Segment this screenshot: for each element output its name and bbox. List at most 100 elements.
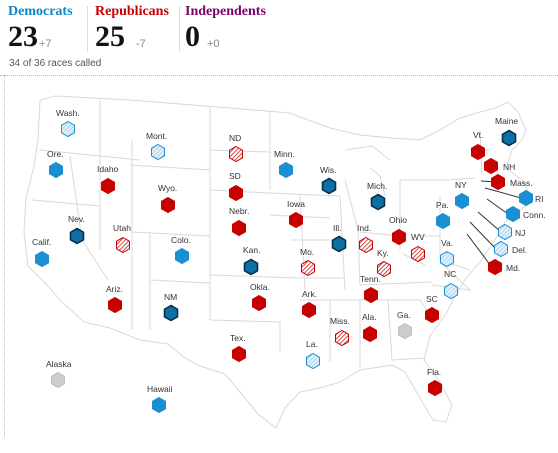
state-hawaii[interactable]: Hawaii xyxy=(147,384,173,414)
state-hex-marker[interactable] xyxy=(335,329,349,347)
state-ala[interactable]: Ala. xyxy=(362,312,377,343)
state-hex-marker[interactable] xyxy=(488,258,502,276)
state-tenn[interactable]: Tenn. xyxy=(360,274,381,304)
state-hex-marker[interactable] xyxy=(116,236,130,254)
state-hex-marker[interactable] xyxy=(494,240,508,258)
state-hex-marker[interactable] xyxy=(321,177,337,195)
state-hex-marker[interactable] xyxy=(175,247,189,265)
state-hex-marker[interactable] xyxy=(444,282,458,300)
state-ri[interactable]: RI xyxy=(519,189,544,207)
state-hex-marker[interactable] xyxy=(506,205,520,223)
state-ind[interactable]: Ind. xyxy=(357,223,373,254)
state-hex-marker[interactable] xyxy=(232,219,246,237)
state-hex-marker[interactable] xyxy=(377,260,391,278)
state-hex-marker[interactable] xyxy=(301,259,315,277)
state-ark[interactable]: Ark. xyxy=(302,289,317,319)
state-nev[interactable]: Nev. xyxy=(68,214,85,245)
state-ny[interactable]: NY xyxy=(455,180,469,210)
state-hex-marker[interactable] xyxy=(519,189,533,207)
state-ill[interactable]: Ill. xyxy=(331,223,347,253)
state-wash[interactable]: Wash. xyxy=(56,108,80,138)
state-hex-marker[interactable] xyxy=(229,184,243,202)
state-ky[interactable]: Ky. xyxy=(377,248,391,278)
state-mo[interactable]: Mo. xyxy=(300,247,315,277)
state-hex-marker[interactable] xyxy=(428,379,442,397)
state-mont[interactable]: Mont. xyxy=(146,131,167,161)
state-hex-marker[interactable] xyxy=(252,294,266,312)
state-hex-marker[interactable] xyxy=(302,301,316,319)
state-hex-marker[interactable] xyxy=(455,192,469,210)
state-md[interactable]: Md. xyxy=(488,258,521,276)
state-hex-marker[interactable] xyxy=(501,129,517,147)
state-calif[interactable]: Calif. xyxy=(32,237,51,268)
state-hex-marker[interactable] xyxy=(243,258,259,276)
state-hex-marker[interactable] xyxy=(51,371,65,389)
state-nm[interactable]: NM xyxy=(163,292,179,322)
state-alaska[interactable]: Alaska xyxy=(46,359,72,389)
state-fla[interactable]: Fla. xyxy=(427,367,442,397)
state-iowa[interactable]: Iowa xyxy=(287,199,305,229)
state-hex-marker[interactable] xyxy=(471,143,485,161)
state-hex-marker[interactable] xyxy=(232,345,246,363)
state-hex-marker[interactable] xyxy=(152,396,166,414)
state-nd[interactable]: ND xyxy=(229,133,243,163)
state-hex-marker[interactable] xyxy=(363,325,377,343)
state-hex-marker[interactable] xyxy=(364,286,378,304)
state-la[interactable]: La. xyxy=(306,339,320,370)
state-hex-marker[interactable] xyxy=(306,352,320,370)
state-nh[interactable]: NH xyxy=(484,157,516,175)
state-hex-marker[interactable] xyxy=(151,143,165,161)
state-minn[interactable]: Minn. xyxy=(274,149,295,179)
state-va[interactable]: Va. xyxy=(440,238,454,268)
state-hex-marker[interactable] xyxy=(425,306,439,324)
state-colo[interactable]: Colo. xyxy=(171,235,191,265)
state-mich[interactable]: Mich. xyxy=(367,181,387,211)
state-hex-marker[interactable] xyxy=(163,304,179,322)
state-ore[interactable]: Ore. xyxy=(47,149,64,179)
state-utah[interactable]: Utah xyxy=(113,223,131,254)
state-wv[interactable]: WV xyxy=(411,232,425,263)
state-hex-marker[interactable] xyxy=(289,211,303,229)
state-ga[interactable]: Ga. xyxy=(397,310,412,340)
state-nj[interactable]: NJ xyxy=(498,223,526,241)
state-maine[interactable]: Maine xyxy=(495,116,518,147)
state-hex-marker[interactable] xyxy=(331,235,347,253)
state-hex-marker[interactable] xyxy=(440,250,454,268)
state-hex-marker[interactable] xyxy=(484,157,498,175)
state-ohio[interactable]: Ohio xyxy=(389,215,407,246)
state-tex[interactable]: Tex. xyxy=(230,333,246,363)
state-hex-marker[interactable] xyxy=(161,196,175,214)
state-miss[interactable]: Miss. xyxy=(330,316,350,347)
state-vt[interactable]: Vt. xyxy=(471,130,485,161)
state-pa[interactable]: Pa. xyxy=(436,200,450,230)
state-hex-marker[interactable] xyxy=(398,322,412,340)
state-hex-marker[interactable] xyxy=(108,296,122,314)
state-idaho[interactable]: Idaho xyxy=(97,164,119,195)
state-conn[interactable]: Conn. xyxy=(506,205,546,223)
state-hex-marker[interactable] xyxy=(49,161,63,179)
state-kan[interactable]: Kan. xyxy=(243,245,261,276)
state-okla[interactable]: Okla. xyxy=(250,282,270,312)
state-mass[interactable]: Mass. xyxy=(491,173,533,191)
state-hex-marker[interactable] xyxy=(491,173,505,191)
state-hex-marker[interactable] xyxy=(436,212,450,230)
state-wis[interactable]: Wis. xyxy=(320,165,337,195)
state-hex-marker[interactable] xyxy=(392,228,406,246)
state-hex-marker[interactable] xyxy=(101,177,115,195)
state-hex-marker[interactable] xyxy=(359,236,373,254)
state-hex-marker[interactable] xyxy=(229,145,243,163)
state-nebr[interactable]: Nebr. xyxy=(229,206,249,237)
state-hex-marker[interactable] xyxy=(411,245,425,263)
state-sd[interactable]: SD xyxy=(229,171,243,202)
state-hex-marker[interactable] xyxy=(498,223,512,241)
state-sc[interactable]: SC xyxy=(425,294,439,324)
state-hex-marker[interactable] xyxy=(370,193,386,211)
state-wyo[interactable]: Wyo. xyxy=(158,183,177,214)
state-hex-marker[interactable] xyxy=(279,161,293,179)
state-hex-marker[interactable] xyxy=(61,120,75,138)
state-nc[interactable]: NC xyxy=(444,269,458,300)
state-hex-marker[interactable] xyxy=(35,250,49,268)
state-ariz[interactable]: Ariz. xyxy=(106,284,123,314)
state-del[interactable]: Del. xyxy=(494,240,528,258)
state-hex-marker[interactable] xyxy=(69,227,85,245)
